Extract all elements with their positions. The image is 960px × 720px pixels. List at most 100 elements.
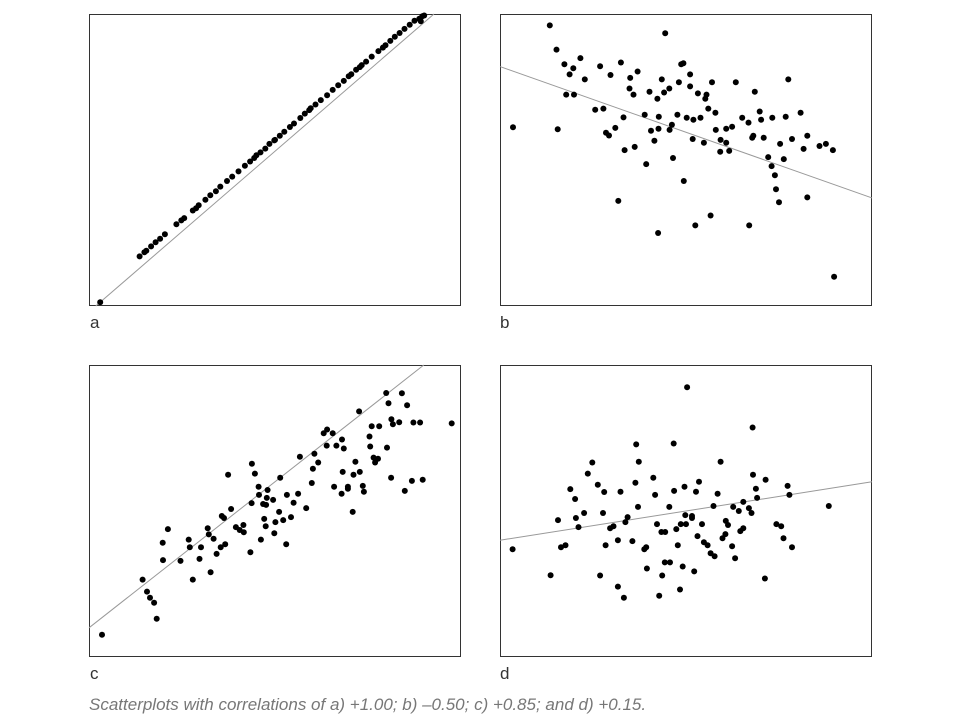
data-point — [161, 231, 168, 238]
data-point — [352, 458, 359, 465]
data-point — [780, 156, 787, 163]
data-point — [339, 436, 345, 443]
data-point — [589, 459, 596, 466]
data-point — [329, 86, 336, 93]
data-point — [670, 155, 676, 161]
data-point — [160, 557, 166, 564]
data-point — [349, 508, 356, 515]
data-point — [610, 523, 617, 530]
data-point — [350, 471, 357, 478]
data-point — [643, 161, 650, 168]
data-point — [726, 147, 733, 154]
data-point — [217, 183, 224, 190]
data-point — [661, 559, 668, 566]
data-point — [562, 542, 569, 549]
data-point — [266, 140, 273, 147]
data-point — [262, 523, 269, 530]
data-point — [257, 536, 264, 543]
trendline-d — [499, 481, 873, 541]
data-point — [643, 544, 650, 551]
data-point — [290, 499, 297, 506]
data-point — [247, 549, 254, 556]
data-point — [323, 442, 330, 449]
data-point — [157, 235, 164, 242]
points-group-c — [99, 390, 455, 638]
data-point — [732, 555, 739, 562]
data-point — [204, 525, 211, 532]
data-point — [272, 136, 278, 143]
data-point — [359, 482, 366, 489]
data-point — [388, 416, 395, 423]
data-point — [263, 501, 270, 508]
data-point — [202, 196, 209, 203]
data-point — [831, 273, 838, 280]
data-point — [308, 480, 315, 486]
data-point — [291, 120, 297, 127]
data-point — [697, 114, 704, 121]
data-point — [283, 491, 290, 498]
data-point — [780, 535, 787, 542]
data-point — [622, 519, 629, 526]
data-point — [684, 384, 691, 391]
data-point — [627, 74, 634, 81]
data-point — [634, 68, 641, 75]
data-point — [630, 91, 637, 98]
data-point — [606, 132, 612, 139]
data-point — [198, 544, 204, 551]
data-point — [683, 521, 689, 528]
data-point — [816, 143, 823, 149]
data-point — [666, 503, 673, 510]
data-point — [760, 134, 767, 141]
data-point — [509, 546, 516, 553]
data-point — [303, 505, 310, 512]
data-point — [570, 65, 577, 72]
data-point — [692, 222, 699, 229]
data-point — [368, 423, 375, 430]
data-point — [773, 186, 779, 193]
data-point — [656, 592, 663, 599]
data-point — [356, 408, 363, 415]
data-point — [178, 217, 185, 224]
data-point — [717, 458, 724, 465]
data-point — [699, 521, 705, 528]
data-point — [566, 71, 573, 78]
data-point — [263, 494, 270, 501]
points-group-d — [509, 384, 832, 601]
data-point — [730, 503, 737, 510]
data-point — [288, 514, 294, 521]
data-point — [714, 490, 721, 497]
data-point — [177, 557, 184, 564]
panel-label-b: b — [500, 313, 510, 332]
data-point — [340, 445, 347, 452]
data-point — [338, 490, 345, 497]
data-point — [745, 505, 752, 512]
data-point — [248, 460, 255, 467]
data-point — [771, 172, 778, 179]
data-point — [572, 496, 579, 502]
data-point — [410, 419, 417, 426]
data-point — [705, 105, 712, 112]
data-point — [404, 402, 411, 409]
trendline-group-c — [88, 364, 425, 629]
data-point — [655, 113, 662, 120]
data-point — [723, 139, 730, 146]
data-point — [797, 109, 804, 116]
data-point — [271, 530, 278, 537]
data-point — [662, 30, 669, 37]
data-point — [710, 503, 717, 509]
data-point — [383, 390, 390, 396]
data-point — [689, 136, 696, 142]
data-point — [804, 194, 811, 201]
scatterplot-b — [499, 14, 873, 306]
data-point — [694, 533, 701, 540]
scatterplot-d — [499, 365, 873, 657]
data-point — [253, 152, 260, 159]
data-point — [776, 199, 782, 206]
data-point — [224, 178, 230, 184]
data-point — [800, 145, 807, 152]
data-point — [159, 539, 166, 546]
data-point — [773, 521, 780, 528]
data-point — [597, 63, 604, 70]
data-point — [712, 109, 719, 116]
data-point — [723, 125, 730, 132]
